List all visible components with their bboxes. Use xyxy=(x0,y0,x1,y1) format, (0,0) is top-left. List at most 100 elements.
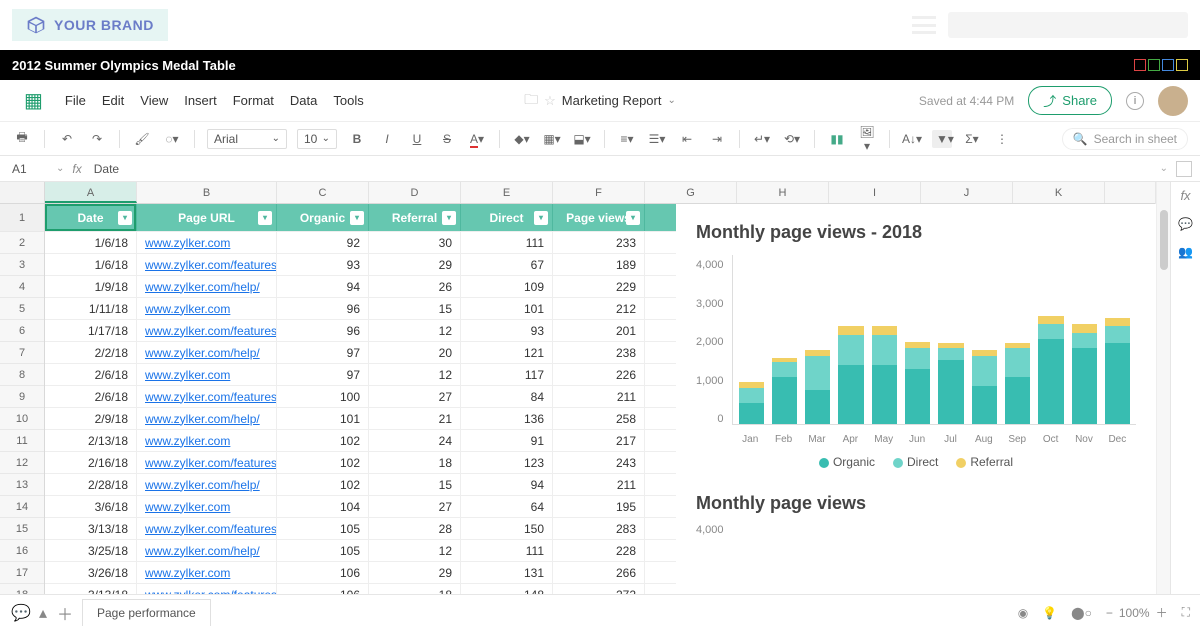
sort-button[interactable]: A↓▾ xyxy=(902,132,922,146)
cell-E4[interactable]: 109 xyxy=(461,276,553,297)
filter-icon[interactable]: ▾ xyxy=(626,211,640,225)
cell-F18[interactable]: 272 xyxy=(553,584,645,594)
cell-B16[interactable]: www.zylker.com/help/ xyxy=(137,540,277,561)
bold-button[interactable]: B xyxy=(347,132,367,146)
cell-C17[interactable]: 106 xyxy=(277,562,369,583)
cell-B14[interactable]: www.zylker.com xyxy=(137,496,277,517)
cell-F3[interactable]: 189 xyxy=(553,254,645,275)
cell-B8[interactable]: www.zylker.com xyxy=(137,364,277,385)
row-header-17[interactable]: 17 xyxy=(0,562,44,584)
merge-button[interactable]: ⬓▾ xyxy=(572,132,592,146)
cell-F6[interactable]: 201 xyxy=(553,320,645,341)
cell-F5[interactable]: 212 xyxy=(553,298,645,319)
avatar[interactable] xyxy=(1158,86,1188,116)
cell-E9[interactable]: 84 xyxy=(461,386,553,407)
cell-D5[interactable]: 15 xyxy=(369,298,461,319)
cell-A15[interactable]: 3/13/18 xyxy=(45,518,137,539)
chart-insert-icon[interactable]: ▮▮ xyxy=(827,132,847,146)
undo-icon[interactable]: ↶ xyxy=(57,132,77,146)
menu-file[interactable]: File xyxy=(65,93,86,108)
cell-A14[interactable]: 3/6/18 xyxy=(45,496,137,517)
row-header-16[interactable]: 16 xyxy=(0,540,44,562)
font-size-select[interactable]: 10 ⌄ xyxy=(297,129,337,149)
cell-B13[interactable]: www.zylker.com/help/ xyxy=(137,474,277,495)
cell-D16[interactable]: 12 xyxy=(369,540,461,561)
menu-view[interactable]: View xyxy=(140,93,168,108)
cell-C16[interactable]: 105 xyxy=(277,540,369,561)
filter-icon[interactable]: ▾ xyxy=(258,211,272,225)
cell-F13[interactable]: 211 xyxy=(553,474,645,495)
cell-F12[interactable]: 243 xyxy=(553,452,645,473)
cell-A4[interactable]: 1/9/18 xyxy=(45,276,137,297)
cell-E11[interactable]: 91 xyxy=(461,430,553,451)
cell-A6[interactable]: 1/17/18 xyxy=(45,320,137,341)
select-all-corner[interactable] xyxy=(0,182,45,203)
paint-format-icon[interactable]: 🖌 xyxy=(132,132,152,146)
font-family-select[interactable]: Arial ⌄ xyxy=(207,129,287,149)
vertical-scrollbar[interactable] xyxy=(1156,182,1170,594)
zoom-out-button[interactable]: − xyxy=(1106,606,1113,620)
row-header-13[interactable]: 13 xyxy=(0,474,44,496)
cell-E12[interactable]: 123 xyxy=(461,452,553,473)
cell-D8[interactable]: 12 xyxy=(369,364,461,385)
col-header-I[interactable]: I xyxy=(829,182,921,203)
cell-B10[interactable]: www.zylker.com/help/ xyxy=(137,408,277,429)
row-header-2[interactable]: 2 xyxy=(0,232,44,254)
fill-color-button[interactable]: ◆▾ xyxy=(512,132,532,146)
strike-button[interactable]: S xyxy=(437,132,457,146)
tips-icon[interactable]: 💡 xyxy=(1042,606,1057,620)
col-header-E[interactable]: E xyxy=(461,182,553,203)
cell-D17[interactable]: 29 xyxy=(369,562,461,583)
menu-format[interactable]: Format xyxy=(233,93,274,108)
col-header-C[interactable]: C xyxy=(277,182,369,203)
col-header-B[interactable]: B xyxy=(137,182,277,203)
col-header-H[interactable]: H xyxy=(737,182,829,203)
filter-icon[interactable]: ▾ xyxy=(118,211,132,225)
h-align-button[interactable]: ≡▾ xyxy=(617,132,637,146)
formula-bar[interactable]: Date xyxy=(90,162,1160,176)
cell-C12[interactable]: 102 xyxy=(277,452,369,473)
cell-A16[interactable]: 3/25/18 xyxy=(45,540,137,561)
print-icon[interactable]: 🖶 xyxy=(12,128,32,149)
cell-D11[interactable]: 24 xyxy=(369,430,461,451)
comments-panel-icon[interactable]: 💬 xyxy=(1178,217,1193,231)
fullscreen-icon[interactable]: ⛶ xyxy=(1182,605,1190,620)
indent-inc-button[interactable]: ⇥ xyxy=(707,132,727,146)
cell-D9[interactable]: 27 xyxy=(369,386,461,407)
cell-E17[interactable]: 131 xyxy=(461,562,553,583)
row-header-18[interactable]: 18 xyxy=(0,584,44,594)
cell-F16[interactable]: 228 xyxy=(553,540,645,561)
cell-D18[interactable]: 18 xyxy=(369,584,461,594)
share-button[interactable]: ⤴ Share xyxy=(1028,86,1112,115)
col-header-A[interactable]: A xyxy=(45,182,137,203)
cell-D12[interactable]: 18 xyxy=(369,452,461,473)
v-align-button[interactable]: ☰▾ xyxy=(647,132,667,146)
star-icon[interactable]: ☆ xyxy=(544,93,556,109)
cell-F2[interactable]: 233 xyxy=(553,232,645,253)
cell-B5[interactable]: www.zylker.com xyxy=(137,298,277,319)
row-header-6[interactable]: 6 xyxy=(0,320,44,342)
row-header-11[interactable]: 11 xyxy=(0,430,44,452)
text-color-button[interactable]: A▾ xyxy=(467,132,487,146)
cell-A2[interactable]: 1/6/18 xyxy=(45,232,137,253)
cell-C5[interactable]: 96 xyxy=(277,298,369,319)
chat-icon[interactable]: 💬 xyxy=(10,603,32,623)
cell-C10[interactable]: 101 xyxy=(277,408,369,429)
name-box[interactable]: A1 xyxy=(8,162,56,176)
cell-D4[interactable]: 26 xyxy=(369,276,461,297)
more-button[interactable]: ⋮ xyxy=(992,132,1012,146)
menu-data[interactable]: Data xyxy=(290,93,317,108)
table-header-Page views[interactable]: Page views▾ xyxy=(553,204,645,231)
cell-E18[interactable]: 148 xyxy=(461,584,553,594)
image-insert-icon[interactable]: 🖼▾ xyxy=(857,125,877,153)
cell-A5[interactable]: 1/11/18 xyxy=(45,298,137,319)
cell-F14[interactable]: 195 xyxy=(553,496,645,517)
cell-B7[interactable]: www.zylker.com/help/ xyxy=(137,342,277,363)
cell-C7[interactable]: 97 xyxy=(277,342,369,363)
cell-C4[interactable]: 94 xyxy=(277,276,369,297)
filter-button[interactable]: ▼▾ xyxy=(932,130,952,148)
cell-F4[interactable]: 229 xyxy=(553,276,645,297)
row-header-10[interactable]: 10 xyxy=(0,408,44,430)
search-sheet[interactable]: 🔍 Search in sheet xyxy=(1062,128,1188,150)
cell-E5[interactable]: 101 xyxy=(461,298,553,319)
